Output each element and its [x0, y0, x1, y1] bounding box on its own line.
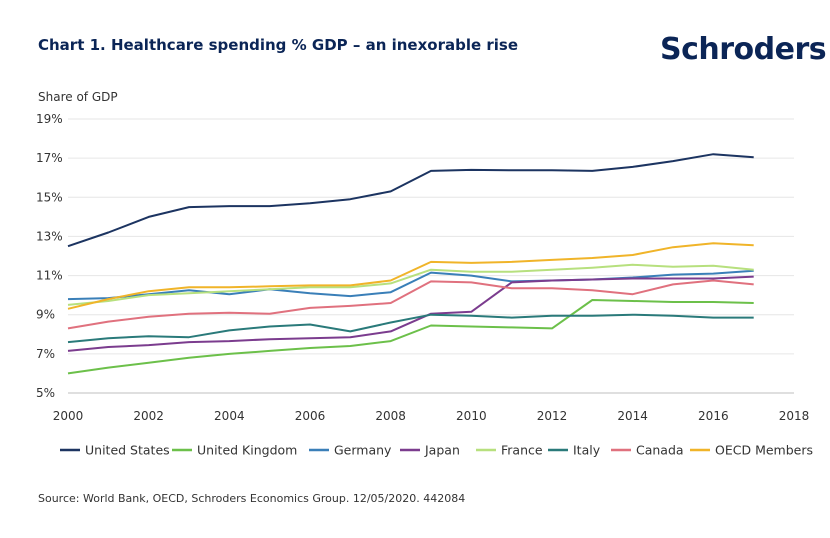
x-tick-label: 2014	[617, 409, 648, 423]
legend-label: Canada	[636, 443, 684, 458]
x-tick-label: 2002	[133, 409, 164, 423]
y-tick-label: 5%	[36, 386, 55, 400]
y-tick-label: 17%	[36, 151, 63, 165]
x-tick-label: 2004	[214, 409, 245, 423]
y-tick-label: 15%	[36, 190, 63, 204]
y-tick-label: 9%	[36, 308, 55, 322]
x-tick-label: 2010	[456, 409, 487, 423]
source-note: Source: World Bank, OECD, Schroders Econ…	[38, 492, 466, 505]
y-tick-label: 7%	[36, 347, 55, 361]
series-line	[67, 299, 754, 375]
legend-label: OECD Members	[715, 443, 813, 458]
series-line	[67, 275, 754, 352]
series-line	[67, 313, 754, 344]
legend-label: Germany	[334, 443, 392, 458]
x-tick-label: 2012	[537, 409, 568, 423]
legend-label: United Kingdom	[197, 443, 297, 458]
legend-label: Italy	[573, 443, 601, 458]
y-tick-label: 19%	[36, 112, 63, 126]
series-line	[67, 269, 754, 301]
x-tick-label: 2018	[779, 409, 810, 423]
x-tick-label: 2016	[698, 409, 729, 423]
chart-title: Chart 1. Healthcare spending % GDP – an …	[38, 36, 519, 54]
series-line	[67, 153, 754, 248]
series-line	[67, 263, 754, 306]
series-line	[67, 242, 754, 310]
y-tick-label: 11%	[36, 269, 63, 283]
series-line	[67, 279, 754, 330]
schroders-logo: Schroders	[660, 32, 827, 67]
legend-label: United States	[85, 443, 170, 458]
y-tick-label: 13%	[36, 229, 63, 243]
x-tick-label: 2000	[53, 409, 84, 423]
x-tick-label: 2006	[295, 409, 326, 423]
x-tick-label: 2008	[375, 409, 406, 423]
legend-label: Japan	[424, 443, 460, 458]
legend-label: France	[501, 443, 543, 458]
y-axis-label: Share of GDP	[38, 90, 118, 104]
